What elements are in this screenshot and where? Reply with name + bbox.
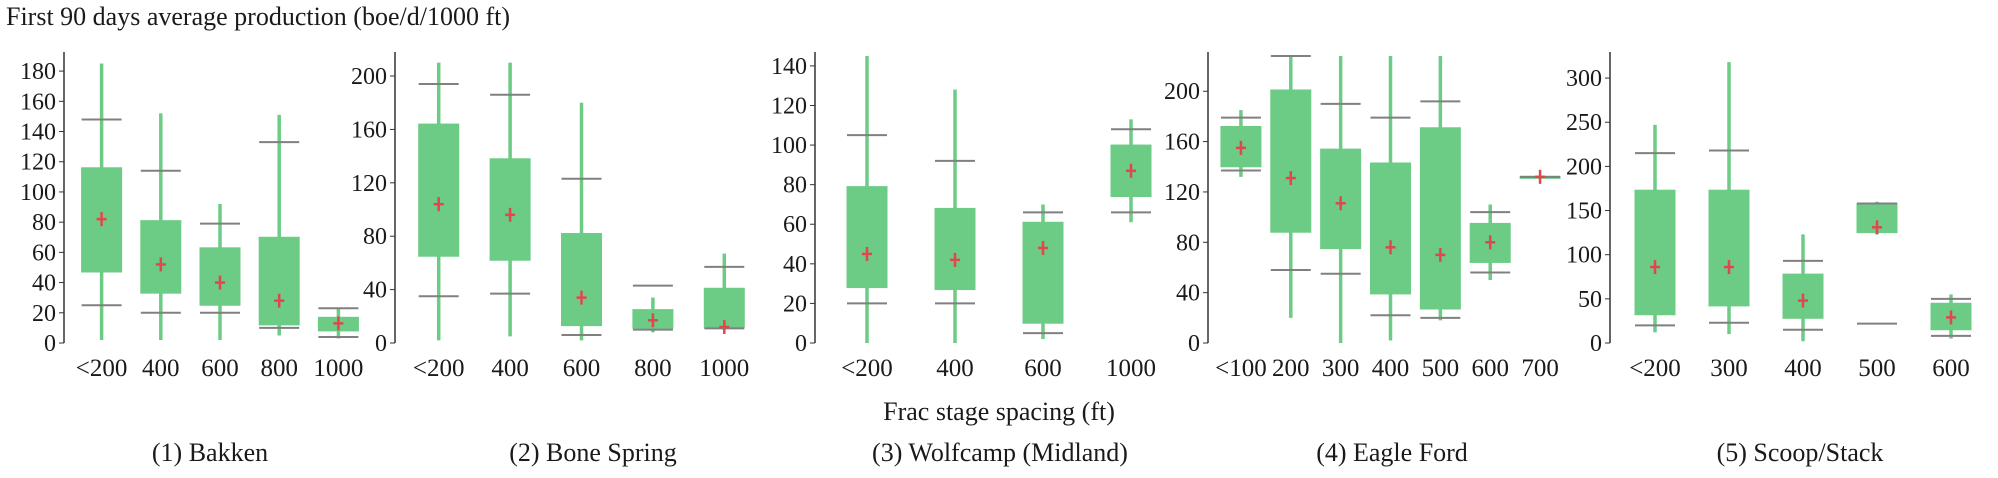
x-tick-label-4: <100 (1215, 355, 1267, 382)
x-tick-label-3: 600 (1024, 355, 1062, 382)
y-tick-label-5: 150 (1566, 199, 1602, 225)
x-tick-label-3: 1000 (1106, 355, 1156, 382)
y-tick-label-1: 60 (32, 240, 56, 266)
x-tick-label-3: <200 (841, 355, 893, 382)
y-tick-label-2: 80 (363, 224, 387, 250)
box-iqr (1634, 189, 1676, 316)
y-tick-label-3: 120 (771, 93, 807, 119)
y-tick-label-5: 300 (1566, 66, 1602, 92)
box-iqr (1270, 89, 1312, 233)
y-tick-label-4: 0 (1188, 331, 1200, 357)
y-tick-label-3: 140 (771, 54, 807, 80)
y-tick-label-1: 0 (44, 331, 56, 357)
y-tick-label-2: 0 (375, 331, 387, 357)
x-tick-label-5: 400 (1784, 355, 1822, 382)
y-tick-label-4: 200 (1164, 79, 1200, 105)
y-tick-label-3: 40 (783, 252, 807, 278)
y-tick-label-1: 20 (32, 301, 56, 327)
x-tick-label-5: 500 (1858, 355, 1896, 382)
box-iqr (1419, 127, 1461, 310)
y-tick-label-1: 120 (20, 150, 56, 176)
x-tick-label-2: <200 (413, 355, 465, 382)
box-iqr (140, 220, 182, 294)
box-iqr (934, 207, 976, 291)
x-tick-label-4: 600 (1471, 355, 1509, 382)
x-tick-label-4: 500 (1422, 355, 1460, 382)
y-tick-label-2: 160 (351, 117, 387, 143)
x-axis-title: Frac stage spacing (ft) (883, 397, 1115, 426)
y-tick-label-3: 20 (783, 291, 807, 317)
y-axis-title: First 90 days average production (boe/d/… (6, 2, 510, 31)
y-tick-label-5: 250 (1566, 110, 1602, 136)
y-tick-label-3: 100 (771, 133, 807, 159)
x-tick-label-1: 600 (201, 355, 239, 382)
x-tick-label-5: <200 (1629, 355, 1681, 382)
y-tick-label-2: 120 (351, 171, 387, 197)
y-tick-label-1: 140 (20, 120, 56, 146)
box-iqr (1022, 221, 1064, 324)
x-tick-label-4: 400 (1372, 355, 1410, 382)
y-tick-label-4: 40 (1176, 281, 1200, 307)
y-tick-label-5: 100 (1566, 243, 1602, 269)
y-tick-label-1: 80 (32, 210, 56, 236)
y-tick-label-3: 0 (795, 331, 807, 357)
x-tick-label-2: 800 (634, 355, 672, 382)
y-tick-label-1: 160 (20, 89, 56, 115)
x-tick-label-5: 600 (1932, 355, 1970, 382)
x-tick-label-1: 800 (260, 355, 298, 382)
box-iqr (1370, 162, 1411, 295)
x-tick-label-2: 400 (491, 355, 529, 382)
x-tick-label-1: <200 (76, 355, 128, 382)
panel-title-4: (4) Eagle Ford (1316, 438, 1468, 467)
panel-title-1: (1) Bakken (152, 438, 268, 467)
box-iqr (846, 186, 888, 289)
y-tick-label-5: 50 (1578, 287, 1602, 313)
y-tick-label-1: 100 (20, 180, 56, 206)
y-tick-label-2: 40 (363, 278, 387, 304)
y-tick-label-5: 0 (1590, 331, 1602, 357)
x-tick-label-1: 1000 (313, 355, 363, 382)
x-tick-label-5: 300 (1710, 355, 1748, 382)
x-tick-label-4: 200 (1272, 355, 1310, 382)
x-tick-label-2: 1000 (699, 355, 749, 382)
box-iqr (258, 236, 300, 326)
box-iqr (561, 233, 602, 327)
x-tick-label-1: 400 (142, 355, 180, 382)
y-tick-label-3: 60 (783, 212, 807, 238)
x-tick-label-3: 400 (936, 355, 974, 382)
x-tick-label-4: 300 (1322, 355, 1360, 382)
y-tick-label-5: 200 (1566, 154, 1602, 180)
box-iqr (1708, 189, 1750, 307)
x-tick-label-4: 700 (1521, 355, 1559, 382)
x-tick-label-2: 600 (563, 355, 601, 382)
box-iqr (418, 123, 460, 257)
y-tick-label-3: 80 (783, 173, 807, 199)
y-tick-label-4: 120 (1164, 180, 1200, 206)
panel-title-5: (5) Scoop/Stack (1717, 438, 1884, 467)
y-tick-label-1: 40 (32, 271, 56, 297)
panel-title-3: (3) Wolfcamp (Midland) (872, 438, 1128, 467)
y-tick-label-4: 80 (1176, 230, 1200, 256)
y-tick-label-2: 200 (351, 64, 387, 90)
y-tick-label-4: 160 (1164, 130, 1200, 156)
y-tick-label-1: 180 (20, 59, 56, 85)
panel-title-2: (2) Bone Spring (509, 438, 677, 467)
